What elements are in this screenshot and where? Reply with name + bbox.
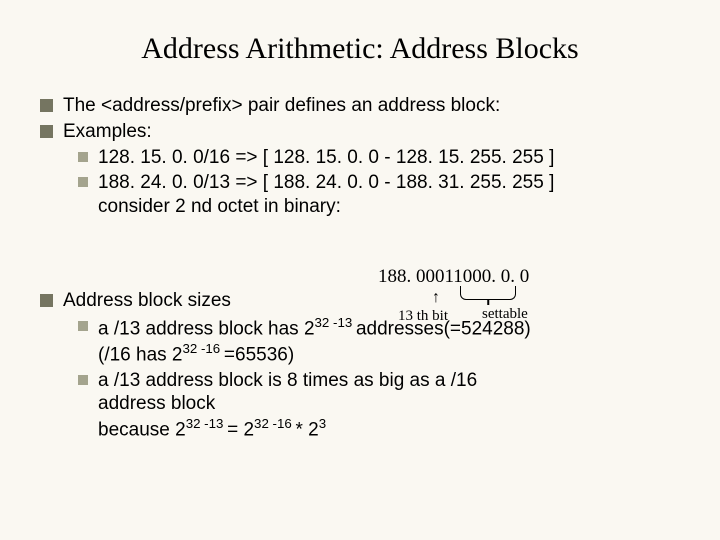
bullet-3b-text: a /13 address block is 8 times as big as… — [98, 369, 477, 443]
t: address block — [98, 393, 215, 414]
t: = 2 — [227, 419, 254, 440]
slide: Address Arithmetic: Address Blocks The <… — [0, 0, 720, 540]
bullet-2b-line2: consider 2 nd octet in binary: — [98, 196, 341, 217]
binary-text: 188. 00011000. 0. 0 — [378, 266, 638, 288]
annotation-marks: ↑ 13 th bit settable — [378, 288, 638, 324]
square-bullet-icon — [78, 177, 88, 187]
brace-icon — [460, 286, 516, 300]
square-bullet-icon — [40, 99, 53, 112]
bullet-2: Examples: — [40, 120, 680, 144]
square-bullet-icon — [78, 321, 88, 331]
exp: 32 -16 — [183, 341, 224, 356]
bullet-2b: 188. 24. 0. 0/13 => [ 188. 24. 0. 0 - 18… — [78, 171, 680, 219]
t: a /13 address block has 2 — [98, 318, 315, 339]
t: =65536) — [224, 344, 294, 365]
bullet-2a: 128. 15. 0. 0/16 => [ 128. 15. 0. 0 - 12… — [78, 146, 680, 170]
bullet-1: The <address/prefix> pair defines an add… — [40, 94, 680, 118]
bit-label: 13 th bit — [398, 308, 448, 325]
t: (/16 has 2 — [98, 344, 183, 365]
slide-title: Address Arithmetic: Address Blocks — [40, 32, 680, 66]
bullet-2b-line1: 188. 24. 0. 0/13 => [ 188. 24. 0. 0 - 18… — [98, 172, 554, 193]
exp: 32 -13 — [186, 416, 227, 431]
t: a /13 address block is 8 times as big as… — [98, 370, 477, 391]
square-bullet-icon — [40, 125, 53, 138]
bullet-2-text: Examples: — [63, 120, 152, 144]
binary-annotation: 188. 00011000. 0. 0 ↑ 13 th bit settable — [378, 266, 638, 324]
settable-label: settable — [482, 306, 528, 323]
bullet-1-text: The <address/prefix> pair defines an add… — [63, 94, 500, 118]
bullet-3-text: Address block sizes — [63, 289, 231, 313]
exp: 32 -16 — [254, 416, 295, 431]
square-bullet-icon — [78, 375, 88, 385]
exp: 32 -13 — [315, 315, 356, 330]
bullet-3b: a /13 address block is 8 times as big as… — [78, 369, 680, 443]
square-bullet-icon — [40, 294, 53, 307]
t: because 2 — [98, 419, 186, 440]
bullet-2b-text: 188. 24. 0. 0/13 => [ 188. 24. 0. 0 - 18… — [98, 171, 554, 219]
exp: 3 — [319, 416, 326, 431]
t: * 2 — [295, 419, 318, 440]
up-arrow-icon: ↑ — [432, 290, 440, 306]
bullet-2a-text: 128. 15. 0. 0/16 => [ 128. 15. 0. 0 - 12… — [98, 146, 554, 170]
square-bullet-icon — [78, 152, 88, 162]
